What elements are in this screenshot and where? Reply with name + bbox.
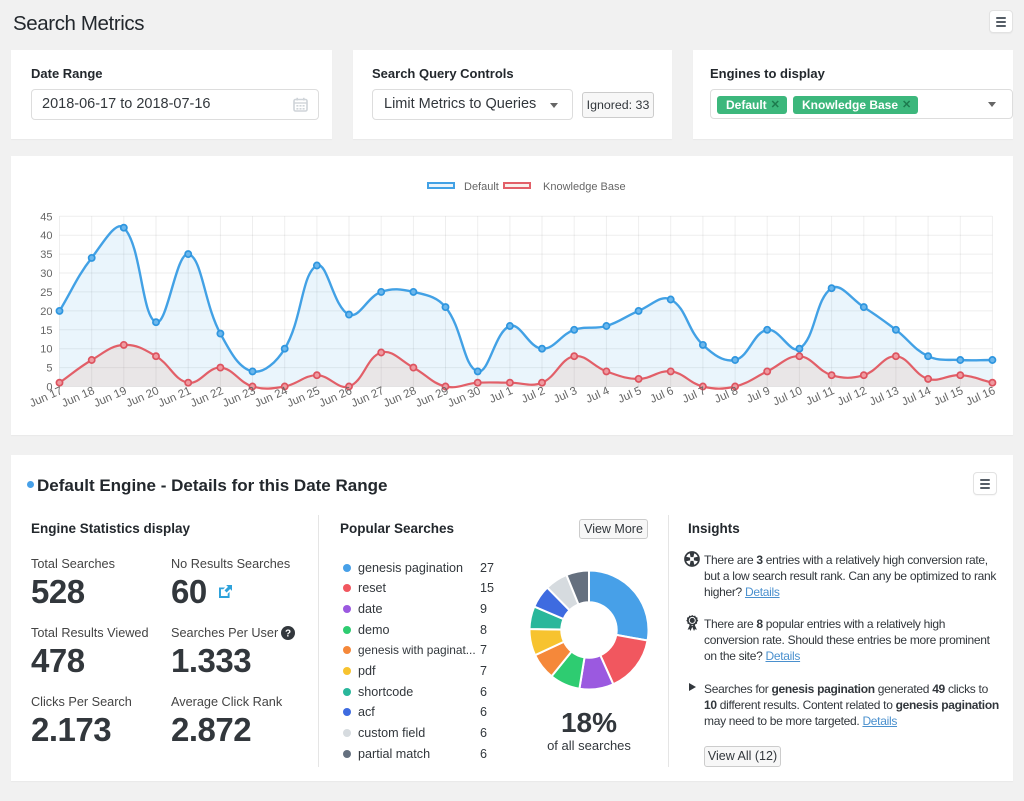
svg-text:Jun 30: Jun 30: [446, 385, 482, 410]
svg-text:Jun 20: Jun 20: [124, 385, 160, 410]
svg-text:Jun 27: Jun 27: [350, 385, 386, 410]
svg-text:Jul 6: Jul 6: [649, 385, 676, 406]
svg-text:Jul 5: Jul 5: [616, 385, 643, 406]
svg-text:30: 30: [40, 268, 52, 280]
svg-text:Jul 7: Jul 7: [681, 385, 708, 406]
svg-text:Jun 25: Jun 25: [285, 385, 321, 410]
svg-text:Jul 16: Jul 16: [964, 385, 997, 408]
svg-text:Jul 3: Jul 3: [552, 385, 579, 406]
svg-text:Jun 26: Jun 26: [317, 385, 353, 410]
svg-text:Jul 14: Jul 14: [900, 385, 933, 409]
svg-text:10: 10: [40, 344, 52, 356]
svg-text:Jun 23: Jun 23: [221, 385, 257, 410]
svg-text:0: 0: [46, 382, 52, 394]
svg-text:Jul 15: Jul 15: [932, 385, 965, 408]
svg-text:Jun 28: Jun 28: [382, 385, 418, 410]
svg-text:Jul 1: Jul 1: [488, 385, 515, 406]
svg-text:45: 45: [40, 211, 52, 223]
svg-text:Jul 13: Jul 13: [868, 385, 901, 408]
svg-text:Jul 2: Jul 2: [520, 385, 547, 406]
svg-text:Jun 18: Jun 18: [60, 385, 96, 410]
svg-text:Jun 29: Jun 29: [414, 385, 450, 410]
svg-text:Jul 10: Jul 10: [771, 385, 804, 408]
svg-text:5: 5: [46, 363, 52, 375]
svg-text:Jul 12: Jul 12: [836, 385, 869, 408]
svg-text:40: 40: [40, 230, 52, 242]
svg-text:Jul 11: Jul 11: [804, 385, 836, 408]
svg-text:25: 25: [40, 287, 52, 299]
svg-text:Jun 22: Jun 22: [189, 385, 225, 410]
svg-text:20: 20: [40, 306, 52, 318]
svg-text:Jul 9: Jul 9: [745, 385, 772, 406]
svg-text:?: ?: [285, 629, 291, 640]
svg-text:Jun 19: Jun 19: [92, 385, 128, 410]
svg-text:35: 35: [40, 249, 52, 261]
svg-text:Jun 21: Jun 21: [157, 385, 193, 410]
svg-text:Jul 4: Jul 4: [584, 385, 612, 406]
svg-text:15: 15: [40, 325, 52, 337]
